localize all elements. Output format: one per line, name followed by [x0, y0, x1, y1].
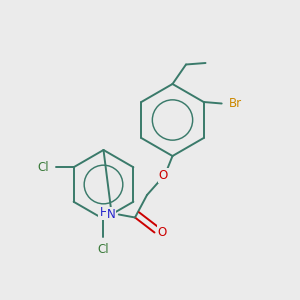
Text: Cl: Cl: [37, 161, 49, 174]
Text: H: H: [99, 206, 108, 220]
Text: O: O: [158, 226, 167, 239]
Text: Cl: Cl: [98, 243, 109, 256]
Text: N: N: [106, 208, 116, 221]
Text: Br: Br: [229, 97, 242, 110]
Text: O: O: [159, 169, 168, 182]
